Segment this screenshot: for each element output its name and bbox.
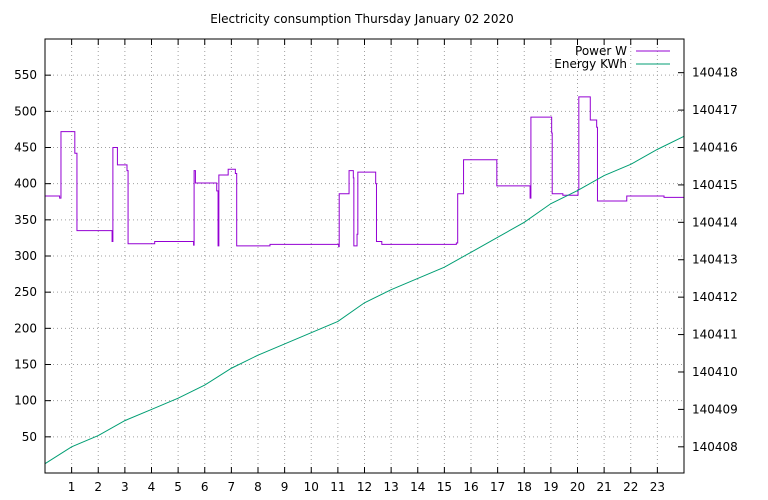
y2-tick-label: 140408 <box>692 440 738 454</box>
axis-ticks <box>45 39 684 473</box>
x-tick-label: 14 <box>410 480 425 494</box>
x-tick-label: 15 <box>437 480 452 494</box>
y-tick-label: 300 <box>14 249 37 263</box>
y-tick-label: 400 <box>14 177 37 191</box>
left-y-axis-tick-labels: 50 100 150 200 250 300 350 400 450 500 550 <box>14 68 37 444</box>
y-tick-label: 350 <box>14 213 37 227</box>
x-tick-label: 9 <box>281 480 289 494</box>
x-axis-tick-labels: 1 2 3 4 5 6 7 8 9 10 11 12 13 14 15 16 17 18 19 20 21 22 23 <box>68 480 665 494</box>
y-tick-label: 100 <box>14 394 37 408</box>
x-tick-label: 17 <box>490 480 505 494</box>
right-y-axis-tick-labels: 140408 140409 140410 140411 140412 140413 1404… <box>692 66 738 454</box>
legend: Power W Energy KWh <box>554 44 670 71</box>
series-lines <box>44 96 685 465</box>
y2-tick-label: 140412 <box>692 290 738 304</box>
y2-tick-label: 140418 <box>692 66 738 80</box>
x-tick-label: 18 <box>517 480 532 494</box>
y-tick-label: 450 <box>14 141 37 155</box>
x-tick-label: 4 <box>148 480 156 494</box>
energy-kwh-line <box>44 135 685 465</box>
x-tick-label: 3 <box>121 480 129 494</box>
x-tick-label: 23 <box>650 480 665 494</box>
x-tick-label: 20 <box>570 480 585 494</box>
x-tick-label: 19 <box>543 480 558 494</box>
x-tick-label: 10 <box>304 480 319 494</box>
x-tick-label: 21 <box>596 480 611 494</box>
x-tick-label: 16 <box>463 480 478 494</box>
x-tick-label: 2 <box>94 480 102 494</box>
x-tick-label: 12 <box>357 480 372 494</box>
y-tick-label: 500 <box>14 104 37 118</box>
y2-tick-label: 140410 <box>692 365 738 379</box>
x-tick-label: 22 <box>623 480 638 494</box>
y-tick-label: 250 <box>14 285 37 299</box>
y-tick-label: 50 <box>22 430 37 444</box>
y2-tick-label: 140416 <box>692 141 738 155</box>
y-tick-label: 550 <box>14 68 37 82</box>
grid <box>45 39 684 473</box>
y-tick-label: 200 <box>14 321 37 335</box>
y2-tick-label: 140415 <box>692 178 738 192</box>
plot-frame <box>44 38 685 474</box>
x-tick-label: 11 <box>330 480 345 494</box>
x-tick-label: 8 <box>254 480 262 494</box>
chart-title: Electricity consumption Thursday January… <box>210 12 513 26</box>
legend-label-power: Power W <box>575 44 627 58</box>
power-w-line <box>45 96 684 248</box>
y-tick-label: 150 <box>14 358 37 372</box>
x-tick-label: 13 <box>383 480 398 494</box>
y2-tick-label: 140409 <box>692 402 738 416</box>
x-tick-label: 1 <box>68 480 76 494</box>
x-tick-label: 5 <box>174 480 182 494</box>
x-tick-label: 7 <box>228 480 236 494</box>
legend-label-energy: Energy KWh <box>554 57 627 71</box>
x-tick-label: 6 <box>201 480 209 494</box>
y2-tick-label: 140417 <box>692 103 738 117</box>
y2-tick-label: 140411 <box>692 328 738 342</box>
y2-tick-label: 140414 <box>692 215 738 229</box>
y2-tick-label: 140413 <box>692 253 738 267</box>
